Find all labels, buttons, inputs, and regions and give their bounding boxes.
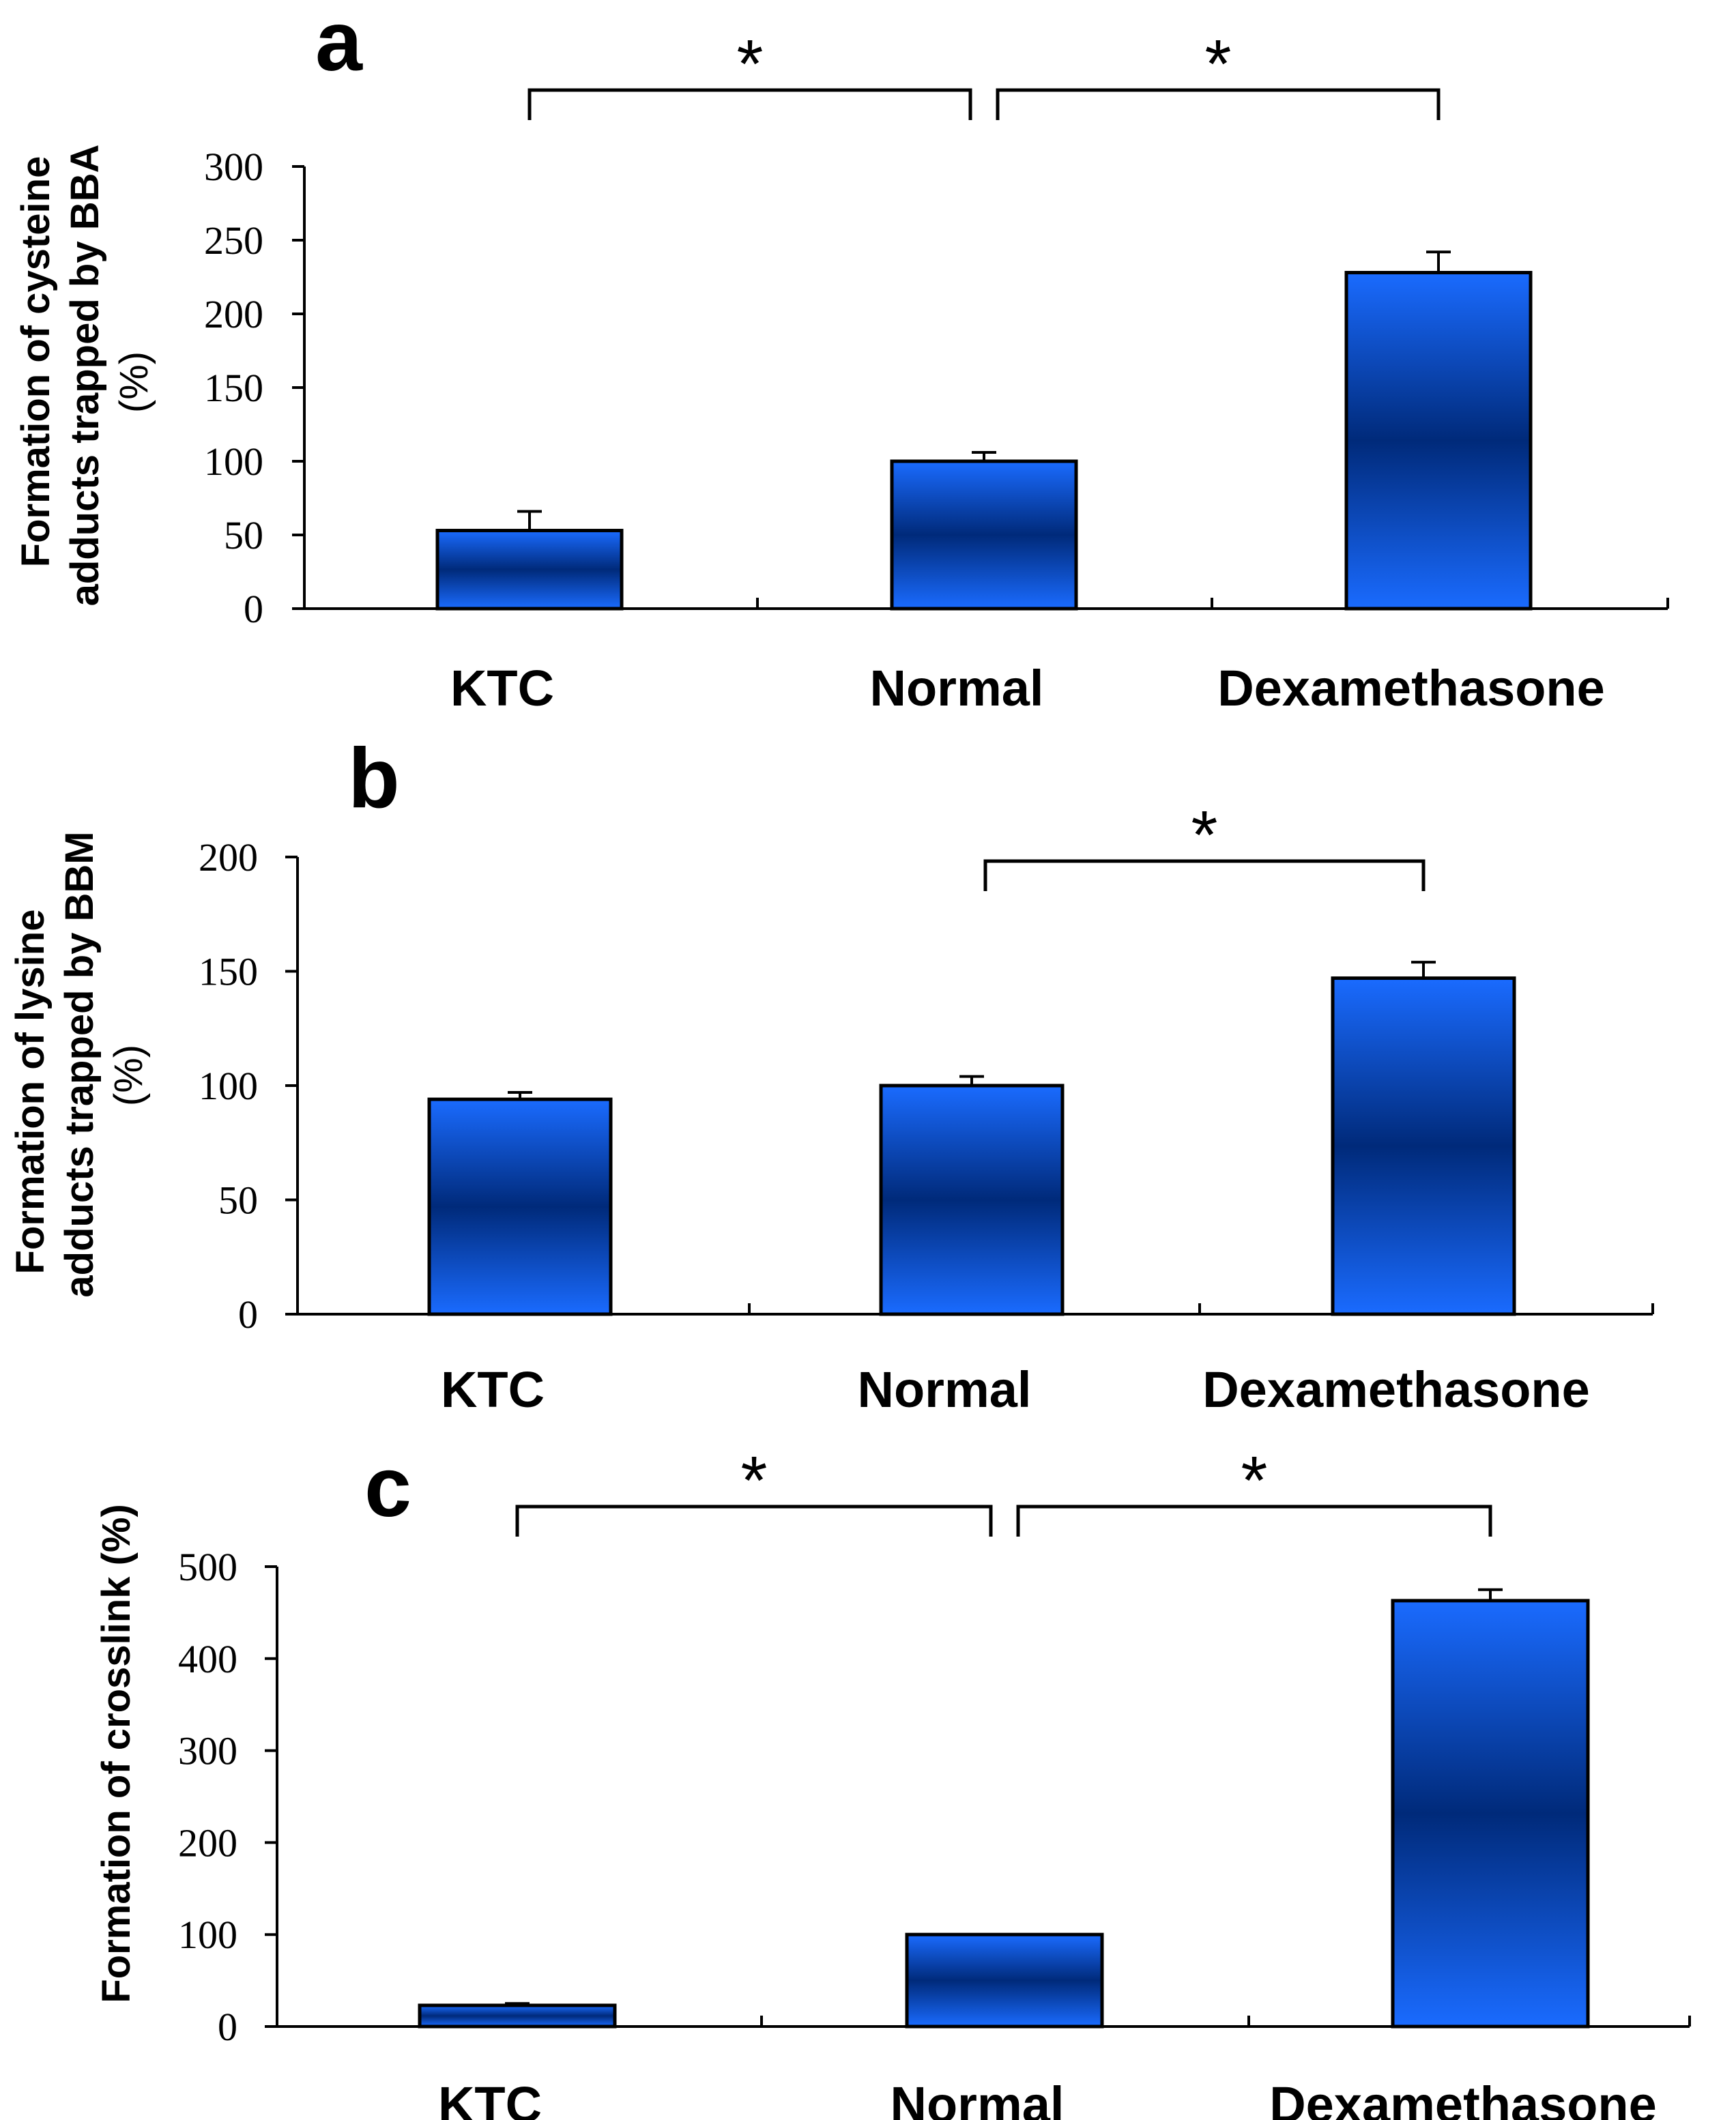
- panel-a-plot: 0 50 100 150 200 250 300 KTC Normal Dexamethasone…: [204, 26, 1669, 716]
- panel-a-bar-dexamethasone: [1344, 271, 1533, 611]
- panel-c-ylabel: Formation of crosslink (%): [94, 1504, 139, 2003]
- panel-a-ylabel-line1: Formation of cysteine: [14, 156, 58, 568]
- panel-a-bar-ktc: [435, 529, 624, 611]
- panel-c-significance-bracket: [515, 1505, 993, 1537]
- panel-b-category-label: KTC: [441, 1361, 545, 1418]
- panel-c-y-tick-label: 100: [178, 1913, 237, 1957]
- panel-c-bar-ktc: [418, 2003, 617, 2029]
- panel-b-significance-star: *: [1191, 797, 1218, 873]
- panel-a-significance-star: *: [1205, 26, 1232, 102]
- panel-b-plot: 0 50 100 150 200 KTC Normal Dexamethasone *: [199, 797, 1654, 1418]
- panel-a-y-tick-label: 0: [244, 587, 263, 631]
- panel-a-significance-bracket: [996, 88, 1441, 120]
- panel-b-ylabel: Formation of lysine adducts trapped by B…: [8, 831, 151, 1297]
- panel-b-letter: b: [348, 731, 400, 826]
- panel-a-category-label: Dexamethasone: [1217, 660, 1605, 716]
- panel-b-bar-normal: [879, 1084, 1065, 1316]
- panel-b-bar-ktc: [427, 1097, 613, 1316]
- panel-a: a Formation of cysteine adducts trapped …: [14, 0, 1669, 716]
- panel-c-y-tick-label: 500: [178, 1545, 237, 1589]
- panel-c-bar-normal: [905, 1932, 1104, 2029]
- panel-a-y-tick-label: 200: [204, 292, 263, 336]
- panel-a-ylabel-line3: (%): [112, 351, 156, 413]
- panel-b-y-tick-label: 150: [199, 950, 258, 994]
- panel-a-bar-normal: [890, 459, 1078, 611]
- panel-c: c Formation of crosslink (%) 0 100 200 300 4…: [94, 1440, 1691, 2120]
- panel-a-category-label: Normal: [870, 660, 1044, 716]
- panel-a-y-tick-label: 150: [204, 366, 263, 410]
- panel-a-y-tick-label: 50: [224, 513, 263, 557]
- panel-c-significance-bracket: [1016, 1505, 1492, 1537]
- panel-c-y-tick-label: 200: [178, 1820, 237, 1865]
- panel-a-significance-bracket: [527, 88, 972, 120]
- panel-b-y-tick-label: 100: [199, 1064, 258, 1108]
- panel-b-ylabel-line1: Formation of lysine: [8, 910, 53, 1275]
- panel-c-ylabel-line1: Formation of crosslink (%): [94, 1504, 139, 2003]
- panel-a-y-tick-label: 300: [204, 145, 263, 189]
- panel-c-letter: c: [364, 1440, 411, 1535]
- panel-c-y-tick-label: 300: [178, 1729, 237, 1773]
- panel-b-y-tick-label: 200: [199, 835, 258, 880]
- panel-b-category-label: Dexamethasone: [1202, 1361, 1590, 1418]
- panel-b-bar-dexamethasone: [1331, 976, 1516, 1316]
- panel-b-category-label: Normal: [858, 1361, 1032, 1418]
- panel-b: b Formation of lysine adducts trapped by…: [8, 731, 1654, 1418]
- panel-b-significance-bracket: [983, 859, 1426, 891]
- panel-a-category-label: KTC: [450, 660, 554, 716]
- panel-b-y-tick-label: 50: [218, 1178, 258, 1223]
- panel-a-y-tick-label: 100: [204, 439, 263, 484]
- panel-a-y-tick-label: 250: [204, 218, 263, 263]
- panel-a-ylabel-line2: adducts trapped by BBA: [63, 145, 107, 607]
- panel-b-ylabel-line3: (%): [106, 1045, 151, 1106]
- panel-a-ylabel: Formation of cysteine adducts trapped by…: [14, 145, 156, 607]
- panel-b-y-tick-label: 0: [238, 1292, 258, 1337]
- panel-a-significance-star: *: [737, 26, 764, 102]
- panel-c-plot: 0 100 200 300 400 500 KTC Normal Dexamethasone * *: [178, 1442, 1691, 2120]
- panel-b-ylabel-line2: adducts trapped by BBM: [57, 831, 102, 1297]
- panel-c-y-tick-label: 0: [218, 2005, 237, 2049]
- panel-c-significance-star: *: [1241, 1442, 1268, 1519]
- panel-c-category-label: Normal: [891, 2076, 1065, 2120]
- panel-c-significance-star: *: [741, 1442, 768, 1519]
- panel-c-bar-dexamethasone: [1391, 1599, 1590, 2029]
- panel-c-y-tick-label: 400: [178, 1637, 237, 1681]
- panel-c-category-label: Dexamethasone: [1269, 2076, 1657, 2120]
- panel-a-letter: a: [315, 0, 363, 89]
- panel-c-category-label: KTC: [438, 2076, 542, 2120]
